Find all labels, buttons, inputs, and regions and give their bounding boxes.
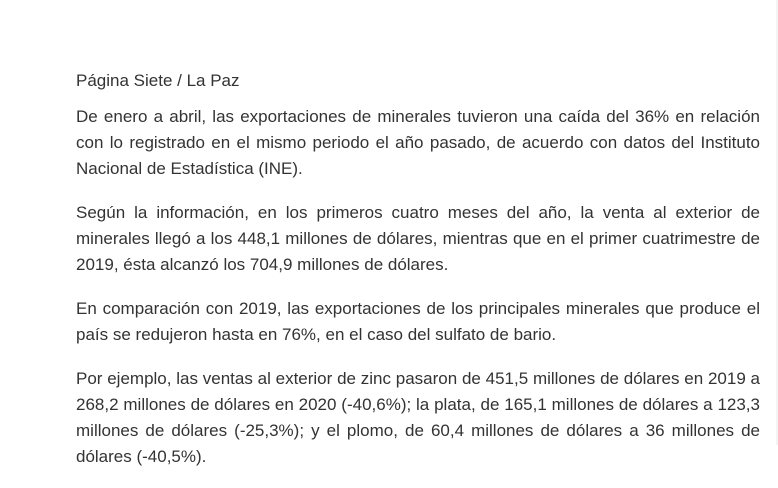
scrollbar[interactable] [776,0,778,445]
article-paragraph: Por ejemplo, las ventas al exterior de z… [76,369,760,466]
article-paragraph: Según la información, en los primeros cu… [76,203,760,274]
article-paragraph: En comparación con 2019, las exportacion… [76,299,760,344]
article-paragraph: De enero a abril, las exportaciones de m… [76,107,760,178]
article-body: Página Siete / La Paz De enero a abril, … [76,68,760,488]
article-source: Página Siete / La Paz [76,71,240,90]
